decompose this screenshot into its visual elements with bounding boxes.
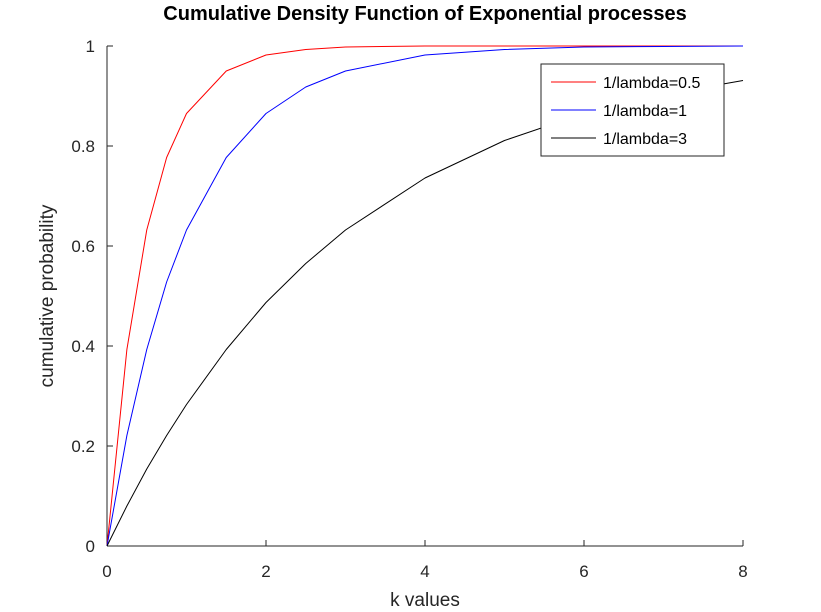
x-tick-label: 4: [420, 562, 429, 581]
legend-label: 1/lambda=0.5: [603, 75, 701, 92]
x-tick-label: 6: [579, 562, 588, 581]
y-tick-label: 1: [86, 37, 95, 56]
y-tick-label: 0.2: [71, 437, 95, 456]
x-tick-label: 2: [261, 562, 270, 581]
plot-area: 0 2 4 6 8 0 0.2 0.4 0.6 0.8 1: [71, 37, 747, 581]
x-axis-label: k values: [390, 590, 460, 611]
y-tick-label: 0.6: [71, 237, 95, 256]
series-line: [106, 45, 743, 547]
legend-label: 1/lambda=1: [603, 103, 687, 120]
chart-title: Cumulative Density Function of Exponenti…: [163, 3, 686, 25]
y-tick-label: 0.4: [71, 337, 95, 356]
x-tick-label: 0: [102, 562, 111, 581]
y-tick-label: 0.8: [71, 137, 95, 156]
y-tick-label: 0: [86, 537, 95, 556]
legend-label: 1/lambda=3: [603, 131, 687, 148]
y-axis-label: cumulative probability: [37, 204, 58, 387]
legend: 1/lambda=0.5 1/lambda=1 1/lambda=3: [540, 63, 725, 157]
axes: 0 2 4 6 8 0 0.2 0.4 0.6 0.8 1: [71, 37, 747, 581]
series-line: [106, 45, 744, 547]
x-tick-label: 8: [738, 562, 747, 581]
